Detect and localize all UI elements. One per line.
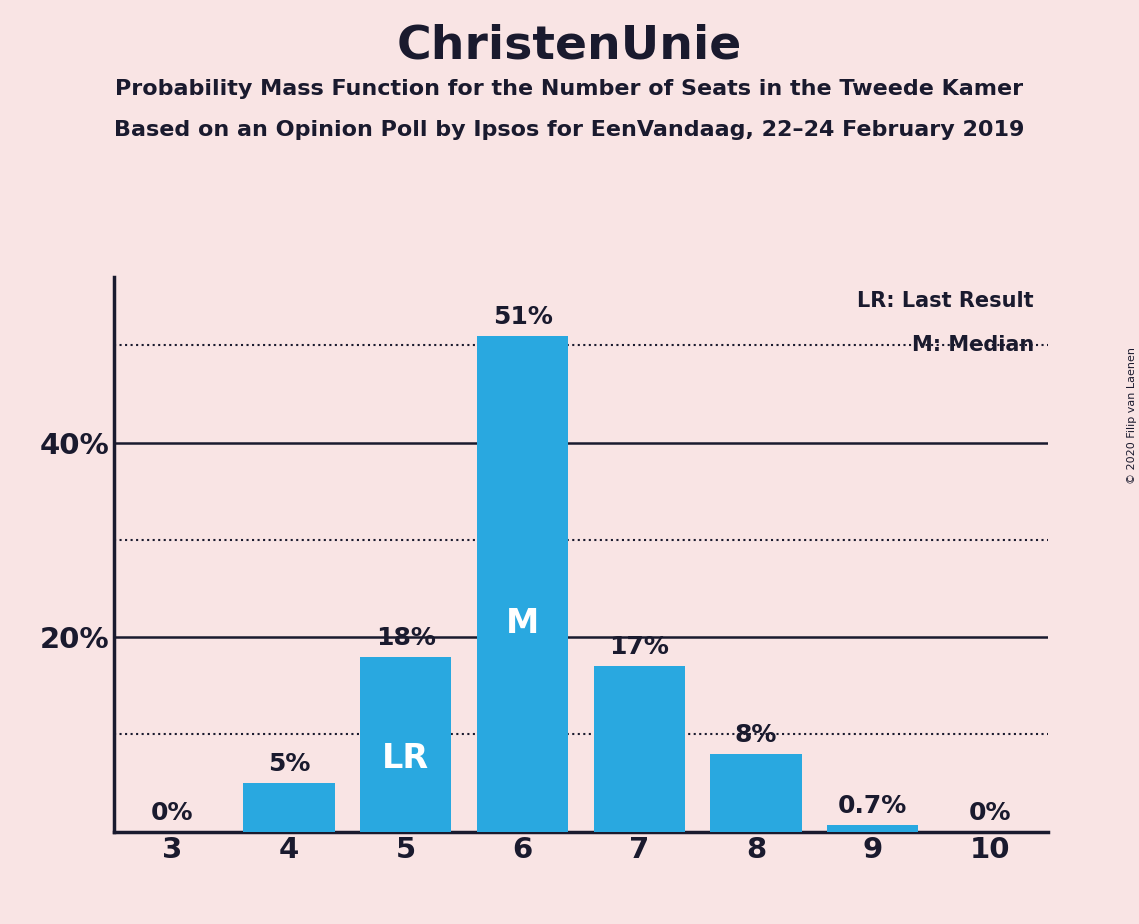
Text: 5%: 5% (268, 752, 310, 776)
Text: 18%: 18% (376, 626, 436, 650)
Bar (827, 825, 918, 832)
Text: Based on an Opinion Poll by Ipsos for EenVandaag, 22–24 February 2019: Based on an Opinion Poll by Ipsos for Ee… (114, 120, 1025, 140)
Text: 8%: 8% (735, 723, 777, 747)
Text: 0%: 0% (151, 801, 194, 825)
Text: 51%: 51% (492, 305, 552, 329)
Text: LR: Last Result: LR: Last Result (858, 291, 1034, 311)
Text: © 2020 Filip van Laenen: © 2020 Filip van Laenen (1126, 347, 1137, 484)
Text: 17%: 17% (609, 636, 670, 660)
Text: M: M (506, 607, 539, 639)
Text: 0.7%: 0.7% (838, 794, 908, 818)
Text: ChristenUnie: ChristenUnie (396, 23, 743, 68)
Bar (711, 754, 802, 832)
Text: LR: LR (383, 742, 429, 774)
Bar (593, 666, 685, 832)
Text: Probability Mass Function for the Number of Seats in the Tweede Kamer: Probability Mass Function for the Number… (115, 79, 1024, 99)
Bar (244, 783, 335, 832)
Bar (360, 657, 451, 832)
Text: M: Median: M: Median (911, 335, 1034, 356)
Text: 0%: 0% (968, 801, 1010, 825)
Bar (477, 335, 568, 832)
